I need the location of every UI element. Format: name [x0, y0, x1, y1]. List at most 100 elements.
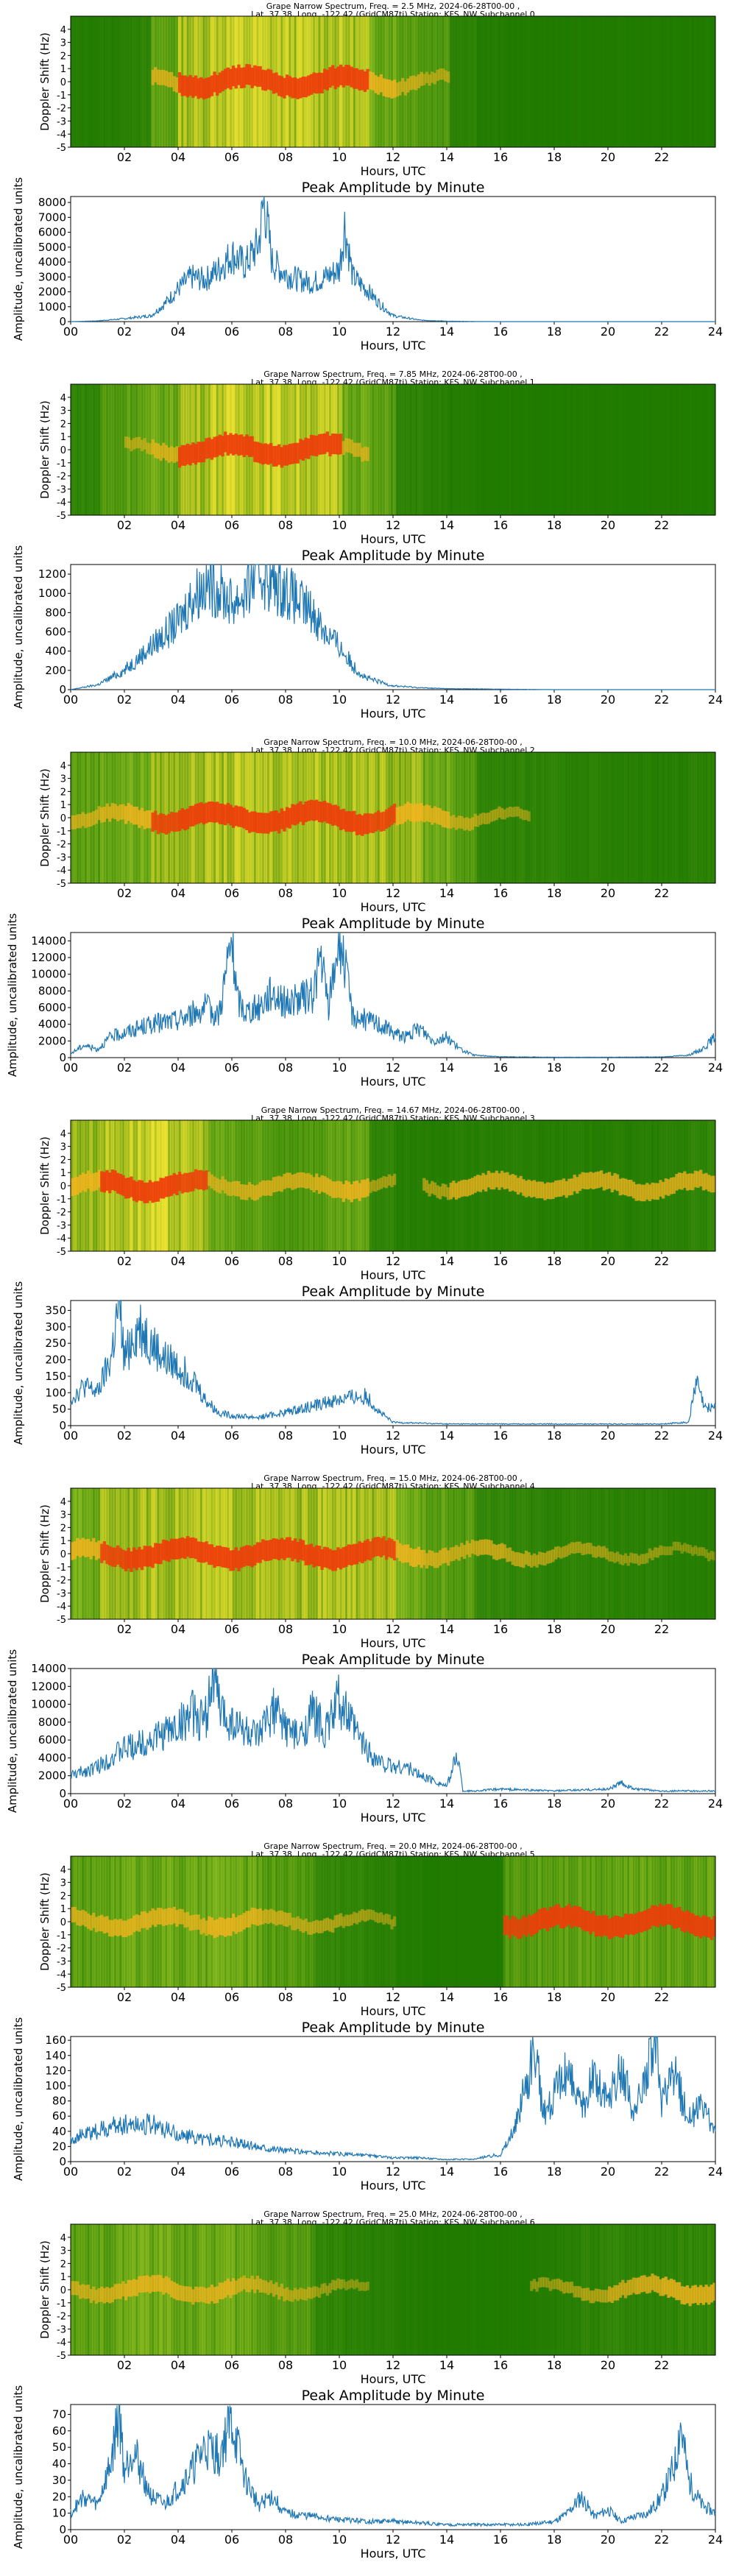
spectrogram-trace — [140, 2276, 144, 2293]
spectrogram-column — [618, 752, 622, 883]
spectrogram-column — [466, 2224, 469, 2355]
spectrogram-x-tick-label: 14 — [439, 1990, 454, 2004]
spectrogram-trace — [127, 802, 130, 821]
spectrogram-trace — [197, 2287, 200, 2303]
spectrogram-column — [576, 384, 578, 515]
spectrogram-trace — [414, 76, 418, 91]
spectrogram-trace — [589, 2290, 592, 2304]
spectrogram-trace — [224, 1919, 227, 1937]
spectrogram-trace — [247, 436, 252, 457]
spectrogram-trace — [143, 1182, 146, 1203]
spectrogram-trace — [143, 811, 146, 829]
spectrogram-trace — [704, 1172, 708, 1190]
spectrogram-trace — [208, 1172, 211, 1186]
spectrogram-column — [651, 1488, 654, 1619]
amplitude-y-tick-label: 80 — [52, 2095, 66, 2108]
amplitude-x-tick-label: 24 — [708, 2533, 723, 2547]
spectrogram-trace — [81, 1538, 85, 1556]
spectrogram-trace — [328, 803, 332, 824]
spectrogram-trace — [269, 442, 273, 464]
spectrogram-column — [662, 752, 665, 883]
spectrogram-trace — [519, 1553, 523, 1568]
spectrogram-trace — [191, 1537, 195, 1558]
spectrogram-column — [600, 2224, 604, 2355]
amplitude-y-axis-label: Amplitude, uncalibrated units — [6, 913, 19, 1078]
spectrogram-trace — [707, 1175, 711, 1192]
spectrogram-column — [592, 752, 595, 883]
spectrogram-trace — [199, 802, 203, 823]
spectrogram-trace — [188, 2286, 192, 2302]
spectrogram-column — [654, 16, 657, 147]
spectrogram-column — [361, 1856, 364, 1987]
spectrogram-trace — [170, 1175, 174, 1196]
spectrogram-y-tick-label: -1 — [57, 2299, 66, 2310]
spectrogram-y-axis-label: Doppler Shift (Hz) — [38, 400, 52, 499]
spectrogram-column — [528, 2224, 531, 2355]
spectrogram-trace — [584, 1543, 587, 1555]
spectrogram-trace — [208, 2287, 211, 2304]
spectrogram-column — [608, 16, 611, 147]
spectrogram-trace — [312, 72, 316, 93]
panel-5: Grape Narrow Spectrum, Freq. = 20.0 MHz,… — [12, 1841, 723, 2193]
spectrogram-column — [353, 2224, 356, 2355]
spectrogram-trace — [156, 1908, 160, 1925]
spectrogram-column — [629, 752, 633, 883]
spectrogram-trace — [127, 1547, 130, 1568]
spectrogram-trace — [229, 2281, 233, 2299]
spectrogram-y-tick-label: 2 — [60, 787, 66, 798]
spectrogram-trace — [610, 1917, 614, 1939]
spectrogram-y-tick-label: 3 — [60, 2246, 66, 2257]
spectrogram-trace — [277, 813, 281, 834]
spectrogram-x-tick-label: 06 — [224, 1990, 239, 2004]
spectrogram-column — [400, 384, 405, 515]
spectrogram-trace — [565, 1181, 568, 1198]
spectrogram-trace — [183, 1538, 187, 1560]
spectrogram-trace — [242, 807, 246, 829]
spectrogram-trace — [226, 802, 230, 824]
spectrogram-trace — [597, 1545, 601, 1557]
spectrogram-trace — [167, 813, 171, 834]
amplitude-title: Peak Amplitude by Minute — [302, 548, 485, 564]
spectrogram-trace — [146, 2275, 149, 2292]
spectrogram-column — [651, 16, 654, 147]
spectrogram-y-tick-label: -3 — [57, 484, 66, 495]
amplitude-y-tick-label: 100 — [45, 1386, 66, 1399]
spectrogram-column — [710, 752, 713, 883]
spectrogram-x-tick-label: 20 — [601, 518, 615, 532]
spectrogram-column — [127, 16, 130, 147]
spectrogram-trace — [188, 1538, 192, 1559]
spectrogram-trace — [299, 801, 302, 822]
spectrogram-column — [81, 16, 85, 147]
spectrogram-column — [691, 752, 695, 883]
spectrogram-y-tick-label: -3 — [57, 1588, 66, 1599]
spectrogram-trace — [634, 1184, 638, 1201]
spectrogram-trace — [524, 1181, 528, 1197]
spectrogram-column — [447, 1856, 450, 1987]
spectrogram-trace — [132, 807, 136, 825]
spectrogram-column — [387, 1856, 391, 1987]
spectrogram-trace — [573, 1542, 576, 1554]
spectrogram-trace — [245, 434, 249, 456]
spectrogram-column — [140, 16, 144, 147]
spectrogram-trace — [162, 442, 166, 459]
spectrogram-column — [449, 16, 453, 147]
spectrogram-x-tick-label: 10 — [332, 150, 347, 164]
spectrogram-column — [73, 384, 77, 515]
spectrogram-trace — [130, 1176, 133, 1197]
spectrogram-trace — [154, 1543, 158, 1564]
spectrogram-trace — [261, 1910, 265, 1925]
spectrogram-column — [516, 16, 520, 147]
spectrogram-trace — [578, 1906, 582, 1928]
spectrogram-trace — [371, 1538, 375, 1558]
spectrogram-trace — [216, 1546, 219, 1567]
spectrogram-trace — [154, 810, 158, 830]
spectrogram-x-tick-label: 12 — [386, 1622, 400, 1636]
amplitude-x-tick-label: 04 — [171, 325, 185, 339]
spectrogram-trace — [180, 75, 184, 96]
spectrogram-trace — [353, 2280, 356, 2290]
spectrogram-column — [701, 1488, 705, 1619]
spectrogram-trace — [347, 1544, 351, 1565]
spectrogram-trace — [208, 77, 211, 98]
spectrogram-trace — [170, 71, 174, 88]
spectrogram-column — [656, 1488, 659, 1619]
